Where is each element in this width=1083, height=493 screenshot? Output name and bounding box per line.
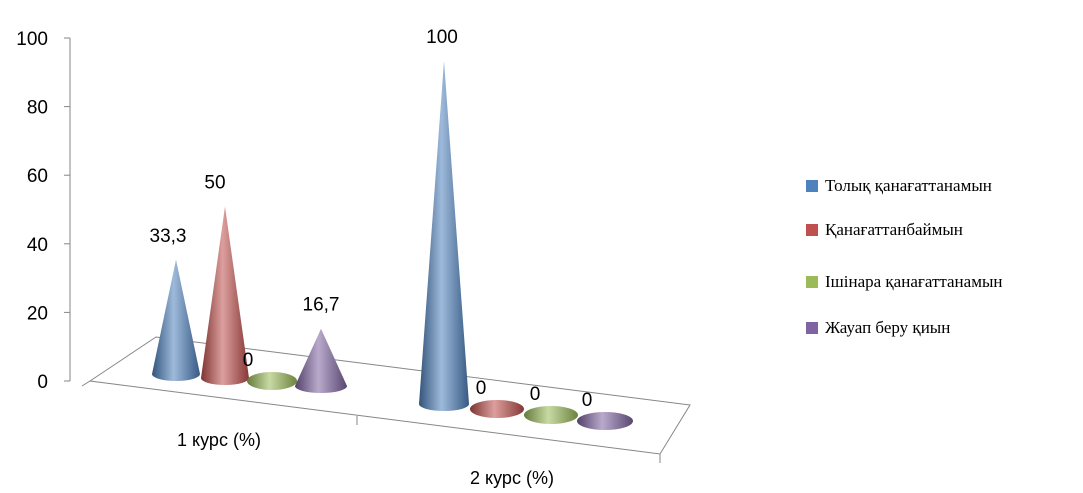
legend-item: Толық қанағаттанамын [806,176,992,196]
legend-swatch [806,180,818,192]
data-label: 50 [204,173,225,194]
cone-mark [419,61,469,411]
legend-swatch [806,322,818,334]
data-label: 0 [476,378,487,399]
y-tick-label: 20 [27,303,48,324]
chart-floor [88,336,691,455]
legend-label: Қанағаттанбаймын [825,220,963,239]
cone-mark [201,206,249,385]
cone-base-mark [524,406,578,424]
legend-label: Толық қанағаттанамын [825,176,992,195]
legend-item: Ішінара қанағаттанамын [806,272,1002,292]
y-tick-label: 80 [27,98,48,119]
cone-base-mark [247,372,297,390]
data-label: 0 [530,384,541,405]
legend-item: Қанағаттанбаймын [806,220,963,240]
data-label: 0 [582,390,593,411]
y-tick-label: 100 [16,29,48,50]
data-label: 100 [426,27,458,48]
legend-label: Жауап беру қиын [825,318,951,337]
cone-mark [152,259,200,381]
y-tick-label: 0 [37,372,48,393]
cone-base-mark [470,400,524,418]
category-label: 2 курс (%) [470,468,554,488]
legend-swatch [806,224,818,236]
y-tick-label: 40 [27,235,48,256]
data-label: 33,3 [150,226,187,247]
category-label: 1 курс (%) [177,430,261,450]
cone-base-mark [577,412,633,430]
legend-item: Жауап беру қиын [806,318,950,338]
legend-label: Ішінара қанағаттанамын [825,272,1003,291]
x-axis-tick [81,380,91,387]
cone-mark [295,328,347,393]
legend-swatch [806,276,818,288]
y-tick-label: 60 [27,166,48,187]
data-label: 16,7 [303,295,340,316]
data-label: 0 [243,350,254,371]
